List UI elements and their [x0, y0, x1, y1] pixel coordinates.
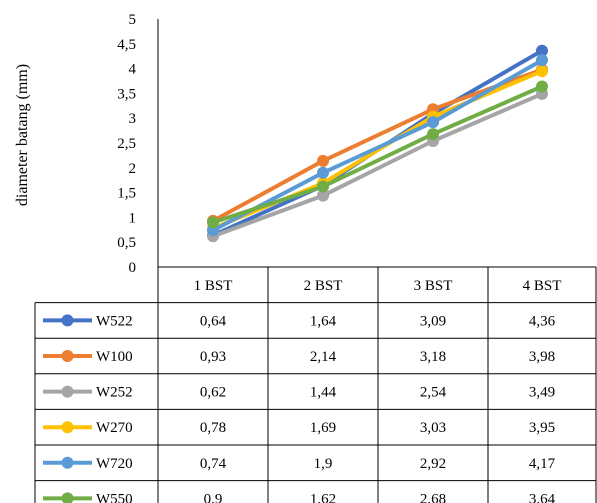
series-line-w720 [212, 58, 543, 233]
data-label: 1,9 [314, 456, 333, 472]
x-category-label: 4 BST [523, 278, 562, 294]
data-label: 0,93 [200, 349, 226, 365]
legend-label: W550 [96, 491, 133, 503]
y-tick-label: 4 [129, 62, 137, 78]
data-point-w550 [207, 216, 219, 229]
data-point-w252 [317, 189, 329, 202]
y-tick-label: 3,5 [117, 86, 136, 102]
legend-key-marker [61, 456, 74, 469]
y-tick-label: 1,5 [117, 186, 136, 202]
series-line-w252 [212, 92, 543, 239]
legend-key-marker [61, 421, 74, 434]
data-label: 0,9 [204, 491, 223, 503]
data-point-w720 [317, 166, 329, 179]
legend-label: W522 [96, 313, 133, 329]
data-label: 3,98 [529, 349, 555, 365]
x-category-label: 2 BST [304, 278, 343, 294]
data-label: 1,44 [310, 385, 337, 401]
data-label: 2,54 [420, 385, 447, 401]
data-label: 1,62 [310, 491, 336, 503]
y-tick-label: 2,5 [117, 136, 136, 152]
data-point-w270 [536, 65, 548, 78]
data-point-w550 [317, 180, 329, 193]
data-label: 2,92 [420, 456, 446, 472]
data-label: 0,64 [200, 313, 227, 329]
data-label: 0,62 [200, 385, 226, 401]
legend-label: W100 [96, 349, 133, 365]
data-label: 4,17 [529, 456, 556, 472]
x-category-label: 3 BST [414, 278, 453, 294]
data-label: 3,03 [420, 420, 446, 436]
data-label: 1,64 [310, 313, 337, 329]
y-tick-label: 5 [129, 12, 137, 28]
data-label: 3,95 [529, 420, 555, 436]
y-tick-label: 1 [129, 210, 137, 226]
data-table: 1 BST 2 BST 3 BST 4 BST W522 0,64 1,64 3,09 4,36… [34, 266, 597, 503]
data-label: 0,74 [200, 456, 227, 472]
data-label: 4,36 [529, 313, 556, 329]
data-label: 3,09 [420, 313, 446, 329]
data-label: 1,69 [310, 420, 336, 436]
data-label: 3,49 [529, 385, 555, 401]
y-tick-label: 0,5 [117, 235, 136, 251]
data-point-w100 [317, 154, 329, 167]
data-label: 3,18 [420, 349, 446, 365]
data-label: 2,14 [310, 349, 337, 365]
legend-key-marker [61, 492, 74, 503]
x-category-label: 1 BST [194, 278, 233, 294]
y-tick-label: 3 [129, 111, 137, 127]
data-point-w720 [427, 116, 439, 129]
data-point-w550 [427, 128, 439, 141]
plot-area: 0 0,5 1 1,5 2 2,5 3 3,5 4 4,5 5 [117, 12, 548, 276]
series-line-w550 [212, 84, 543, 225]
data-point-w720 [536, 54, 548, 67]
y-tick-label: 2 [129, 161, 137, 177]
y-tick-label: 0 [129, 260, 137, 276]
legend-key-marker [61, 385, 74, 398]
data-point-w522 [536, 44, 548, 57]
legend-key-marker [61, 314, 74, 327]
data-label: 2,68 [420, 491, 446, 503]
legend-label: W270 [96, 420, 133, 436]
y-axis-title: diameter batang (mm) [14, 64, 31, 206]
data-label: 3,64 [529, 491, 556, 503]
legend-label: W252 [96, 385, 133, 401]
data-label: 0,78 [200, 420, 226, 436]
legend-key-marker [61, 350, 74, 362]
y-tick-label: 4,5 [117, 37, 136, 53]
legend-label: W720 [96, 456, 133, 472]
data-point-w550 [536, 80, 548, 93]
